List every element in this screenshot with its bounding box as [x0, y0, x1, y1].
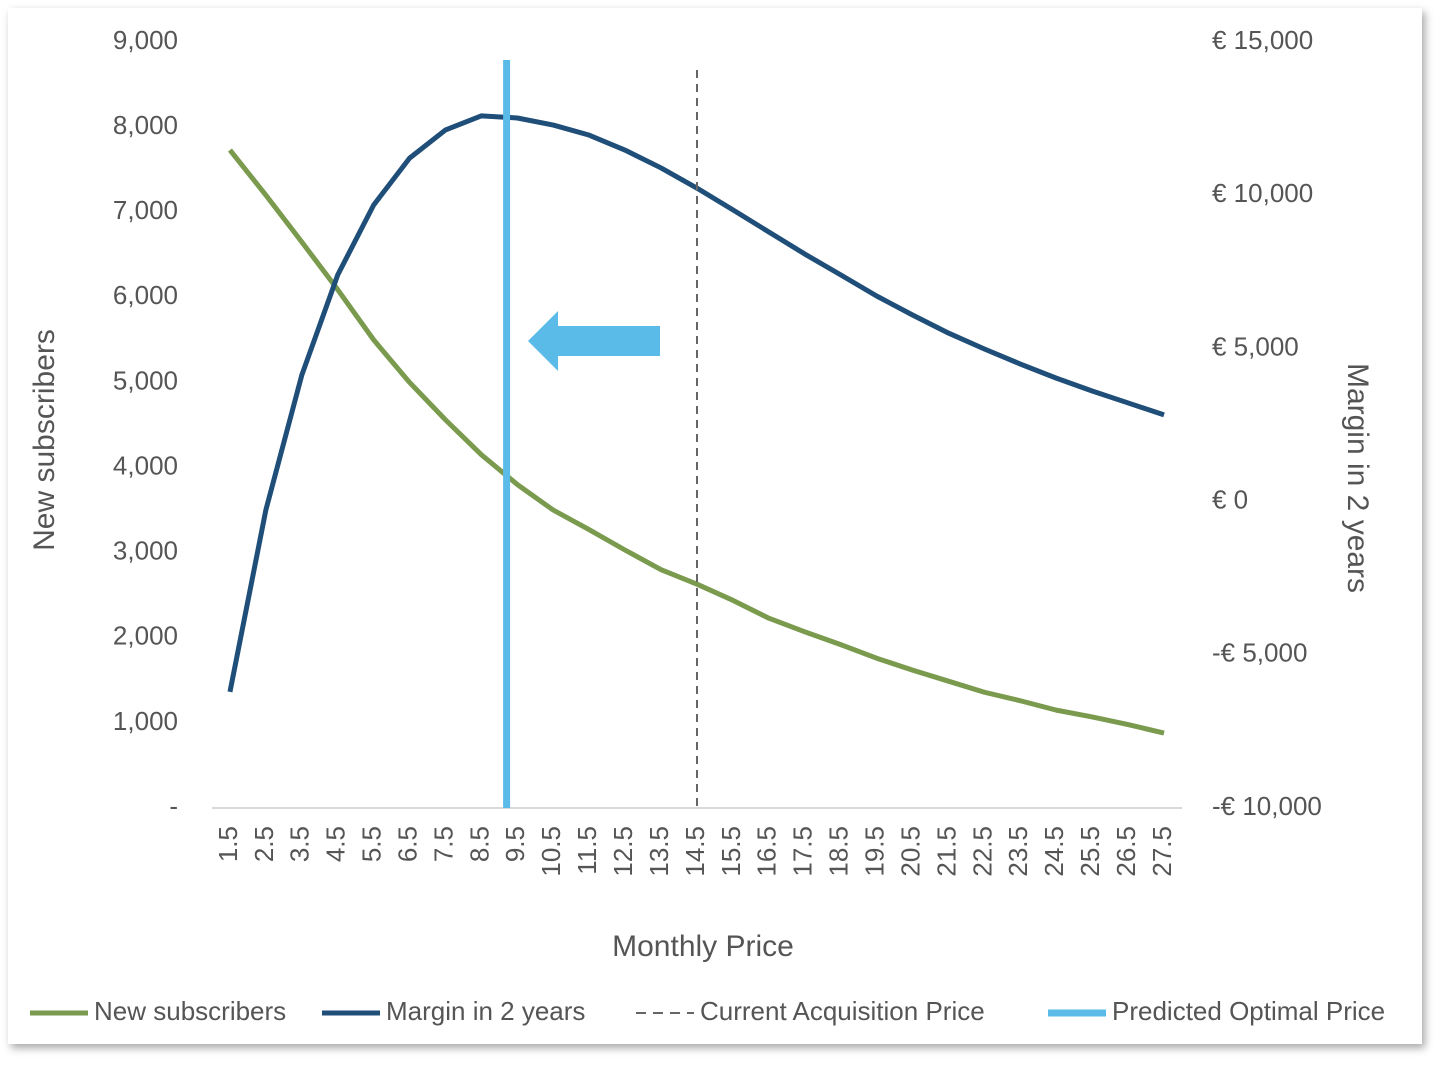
x-tick-label: 25.5 — [1075, 826, 1105, 877]
legend-label: Predicted Optimal Price — [1112, 996, 1385, 1026]
x-axis-label: Monthly Price — [612, 930, 794, 963]
x-tick-label: 10.5 — [536, 826, 566, 877]
x-tick-label: 13.5 — [644, 826, 674, 877]
y2-tick-label: € 10,000 — [1212, 178, 1313, 208]
arrow — [528, 311, 660, 371]
y-tick-label: 7,000 — [113, 195, 178, 225]
y-tick-label: 2,000 — [113, 621, 178, 651]
x-tick-label: 20.5 — [895, 826, 925, 877]
x-tick-label: 21.5 — [931, 826, 961, 877]
x-tick-label: 16.5 — [752, 826, 782, 877]
y-tick-label: 8,000 — [113, 110, 178, 140]
x-tick-label: 11.5 — [572, 826, 602, 875]
x-tick-label: 23.5 — [1003, 826, 1033, 877]
y2-tick-label: -€ 10,000 — [1212, 791, 1322, 821]
legend-label: Margin in 2 years — [386, 996, 585, 1026]
x-tick-label: 18.5 — [824, 826, 854, 877]
series-line — [228, 148, 1165, 736]
y2-axis-label: Margin in 2 years — [1341, 363, 1374, 593]
y-tick-label: 4,000 — [113, 450, 178, 480]
y-tick-label: 9,000 — [113, 25, 178, 55]
y2-tick-label: € 0 — [1212, 484, 1248, 514]
x-tick-label: 1.5 — [213, 826, 243, 862]
x-tick-label: 24.5 — [1039, 826, 1069, 877]
y2-tick-label: -€ 5,000 — [1212, 638, 1307, 668]
x-tick-label: 5.5 — [357, 826, 387, 862]
y-axis-label: New subscribers — [28, 329, 61, 551]
legend-label: New subscribers — [94, 996, 286, 1026]
x-tick-label: 7.5 — [428, 826, 458, 862]
y-tick-label: - — [169, 791, 178, 821]
x-tick-label: 4.5 — [321, 826, 351, 862]
y-tick-label: 3,000 — [113, 536, 178, 566]
legend-label: Current Acquisition Price — [700, 996, 985, 1026]
x-tick-label: 17.5 — [788, 826, 818, 877]
y-tick-label: 1,000 — [113, 706, 178, 736]
y2-tick-label: € 15,000 — [1212, 25, 1313, 55]
chart-card — [8, 8, 1422, 1044]
x-tick-label: 9.5 — [500, 826, 530, 862]
x-tick-label: 22.5 — [967, 826, 997, 877]
y-tick-label: 6,000 — [113, 280, 178, 310]
x-tick-label: 2.5 — [249, 826, 279, 862]
x-tick-label: 19.5 — [860, 826, 890, 877]
x-tick-label: 15.5 — [716, 826, 746, 877]
x-tick-label: 3.5 — [285, 826, 315, 862]
x-tick-label: 26.5 — [1111, 826, 1141, 877]
x-tick-label: 14.5 — [680, 826, 710, 877]
x-tick-label: 12.5 — [608, 826, 638, 877]
y-tick-label: 5,000 — [113, 365, 178, 395]
x-tick-label: 6.5 — [392, 826, 422, 862]
x-tick-label: 8.5 — [464, 826, 494, 862]
x-tick-label: 27.5 — [1147, 826, 1177, 877]
y2-tick-label: € 5,000 — [1212, 331, 1299, 361]
